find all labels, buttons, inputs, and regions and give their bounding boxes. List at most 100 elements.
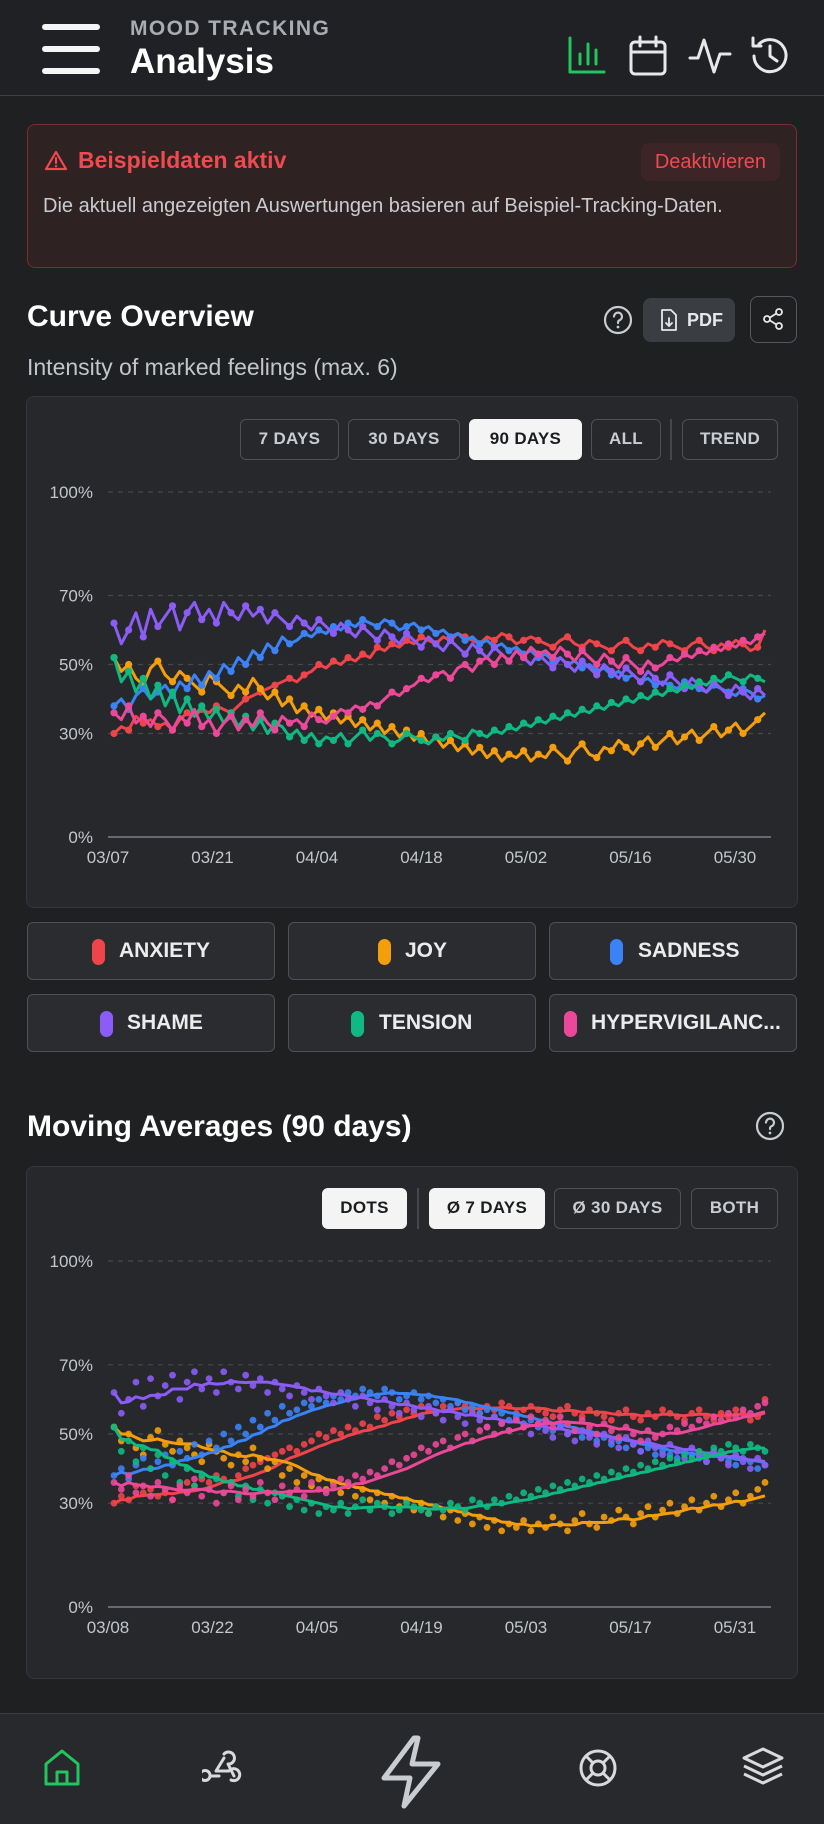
data-point (227, 691, 235, 700)
data-point (607, 667, 615, 675)
data-point (754, 643, 762, 651)
data-point (154, 709, 162, 717)
data-dot (359, 1420, 367, 1428)
data-dot (593, 1472, 601, 1479)
data-point (125, 726, 133, 734)
x-tick-label: 04/05 (296, 1618, 339, 1637)
x-tick-label: 05/30 (714, 848, 757, 867)
data-point (505, 647, 513, 655)
data-dot (622, 1465, 630, 1472)
data-dot (754, 1485, 762, 1493)
x-tick-label: 03/21 (191, 848, 234, 867)
data-dot (695, 1406, 703, 1414)
data-point (578, 664, 586, 672)
range-90-days-button[interactable]: 90 DAYS (469, 419, 582, 460)
data-point (520, 747, 528, 755)
data-point (505, 723, 513, 731)
lifebuoy-icon[interactable] (576, 1746, 620, 1790)
webhook-icon[interactable] (202, 1746, 246, 1790)
lightning-icon[interactable] (376, 1734, 446, 1810)
data-point (329, 657, 338, 665)
data-point (329, 712, 338, 720)
help-icon[interactable] (754, 1110, 786, 1142)
data-dot (300, 1440, 308, 1448)
data-dot (293, 1447, 301, 1455)
data-point (622, 636, 630, 644)
legend-shame[interactable]: SHAME (27, 994, 275, 1052)
moving-average-line (112, 1426, 766, 1528)
data-point (271, 681, 279, 689)
data-dot (417, 1444, 425, 1452)
legend-sadness[interactable]: SADNESS (549, 922, 797, 980)
legend-hypervigilance[interactable]: HYPERVIGILANC... (549, 994, 797, 1052)
data-point (198, 688, 206, 696)
app-header: MOOD TRACKING Analysis (0, 0, 824, 96)
data-point (373, 622, 381, 631)
data-point (549, 743, 557, 751)
data-point (724, 691, 733, 700)
data-point (534, 716, 542, 724)
data-dot (337, 1499, 345, 1507)
data-dot (615, 1434, 623, 1441)
trend-button[interactable]: TREND (682, 419, 778, 460)
pdf-export-button[interactable]: PDF (643, 298, 735, 342)
data-point (388, 723, 396, 731)
data-point (607, 747, 615, 755)
x-tick-label: 05/02 (505, 848, 548, 867)
data-point (183, 685, 191, 693)
data-dot (205, 1437, 213, 1445)
data-dot (695, 1416, 703, 1424)
data-dot (337, 1475, 345, 1483)
help-icon[interactable] (602, 304, 634, 336)
data-dot (351, 1492, 359, 1500)
data-point (388, 619, 396, 627)
data-point (476, 743, 484, 751)
data-point (329, 629, 338, 638)
data-point (417, 643, 425, 651)
data-dot (520, 1489, 528, 1497)
data-point (402, 729, 411, 738)
data-dot (337, 1489, 345, 1497)
tension-swatch (351, 1011, 364, 1037)
data-dot (505, 1492, 513, 1500)
legend-label: HYPERVIGILANC... (591, 1011, 781, 1034)
mode-both-button[interactable]: BOTH (691, 1188, 778, 1229)
data-point (651, 674, 659, 682)
x-tick-label: 04/19 (400, 1618, 443, 1637)
data-dot (607, 1468, 615, 1476)
data-dot (659, 1451, 666, 1459)
data-point (315, 616, 323, 624)
data-dot (725, 1440, 732, 1448)
pulse-icon[interactable] (688, 34, 732, 78)
mode-30-days-button[interactable]: Ø 30 DAYS (554, 1188, 681, 1229)
layers-icon[interactable] (740, 1744, 786, 1790)
anxiety-swatch (92, 939, 105, 965)
data-dot (256, 1423, 264, 1431)
data-point (724, 671, 733, 679)
data-dot (461, 1406, 469, 1414)
legend-label: JOY (405, 939, 448, 962)
data-point (651, 688, 659, 696)
data-point (110, 709, 118, 717)
legend-joy[interactable]: JOY (288, 922, 536, 980)
range-7-days-button[interactable]: 7 DAYS (240, 419, 339, 460)
deactivate-button[interactable]: Deaktivieren (640, 143, 780, 181)
data-point (125, 660, 133, 669)
home-icon[interactable] (40, 1746, 84, 1790)
legend-anxiety[interactable]: ANXIETY (27, 922, 275, 980)
data-point (417, 674, 425, 682)
data-point (622, 654, 630, 662)
legend-tension[interactable]: TENSION (288, 994, 536, 1052)
bar-chart-icon[interactable] (564, 34, 608, 78)
data-point (329, 736, 338, 744)
data-point (154, 681, 162, 689)
history-icon[interactable] (748, 34, 792, 78)
mode-dots-button[interactable]: DOTS (322, 1188, 407, 1229)
mode-7-days-button[interactable]: Ø 7 DAYS (429, 1188, 545, 1229)
range-30-days-button[interactable]: 30 DAYS (348, 419, 460, 460)
menu-icon[interactable] (42, 24, 100, 74)
range-all-button[interactable]: ALL (591, 419, 661, 460)
data-dot (191, 1482, 198, 1490)
share-button[interactable] (750, 296, 797, 343)
calendar-icon[interactable] (626, 34, 670, 78)
